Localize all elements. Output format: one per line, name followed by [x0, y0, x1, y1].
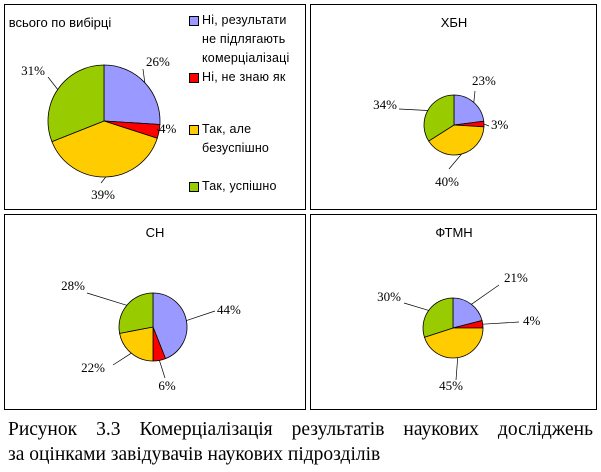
leader-line [398, 108, 428, 111]
pie-slice [423, 327, 484, 359]
pie-slice [103, 64, 161, 125]
data-label: 39% [91, 187, 115, 202]
figure-caption: Рисунок 3.3 Комерціалізація результатів … [8, 419, 593, 440]
legend-swatch [189, 16, 199, 26]
leader-line [473, 90, 476, 103]
data-label: 22% [81, 360, 105, 375]
chart-panel-hbn: ХБН 23% 3% 40% 34% [310, 4, 597, 210]
leader-line [142, 68, 146, 83]
chart-panel-overall: всього по вибірці 26% 4% 39% 31% Ні, результ… [4, 4, 306, 210]
pie-chart-sn: СН 44% 6% 22% 28% [61, 225, 241, 393]
data-label: 4% [523, 313, 541, 328]
data-label: 45% [439, 378, 463, 393]
pie-slice [423, 94, 455, 142]
leader-line [159, 360, 166, 379]
leader-line [471, 284, 500, 305]
leader-line [47, 76, 58, 90]
pie-slice [152, 292, 188, 360]
chart-panel-sn: СН 44% 6% 22% 28% [4, 214, 306, 410]
chart-title: ХБН [441, 15, 468, 30]
legend-label: Так, але безуспішно [202, 122, 270, 155]
pie-slice [47, 64, 105, 143]
pie-slice [453, 94, 485, 126]
data-label: 26% [146, 54, 170, 69]
leader-line [403, 302, 429, 311]
data-label: 40% [435, 174, 459, 189]
chart-title: СН [146, 225, 165, 240]
data-label: 44% [217, 302, 241, 317]
data-label: 4% [159, 121, 177, 136]
data-label: 30% [377, 289, 401, 304]
data-label: 28% [61, 278, 85, 293]
chart-panel-ftmn: ФТМН 21% 4% 45% 30% [310, 214, 597, 410]
legend-swatch [189, 73, 199, 83]
data-label: 21% [504, 270, 528, 285]
data-label: 6% [158, 378, 176, 393]
legend: Ні, результати не підлягають комерціаліз… [185, 5, 311, 215]
pie-slice [422, 297, 454, 338]
leader-line [483, 123, 490, 127]
leader-line [186, 310, 216, 321]
pie-chart-overall: всього по вибірці 26% 4% 39% 31% [9, 15, 177, 202]
chart-title: ФТМН [435, 225, 472, 240]
legend-swatch [189, 182, 199, 192]
leader-line [100, 176, 107, 184]
pie-chart-hbn: ХБН 23% 3% 40% 34% [373, 15, 509, 189]
pie-slice [119, 326, 154, 362]
chart-title: всього по вибірці [9, 15, 112, 30]
leader-line [482, 321, 520, 325]
legend-label: Ні, не знаю як [202, 70, 286, 84]
leader-line [112, 352, 132, 366]
pie-slice [118, 292, 154, 334]
leader-line [86, 292, 127, 306]
leader-line [455, 357, 459, 381]
leader-line [448, 153, 462, 170]
legend-label: Ні, результати не підлягають комерціаліз… [202, 13, 290, 65]
pie-slice [51, 120, 158, 178]
pie-chart-ftmn: ФТМН 21% 4% 45% 30% [377, 225, 541, 393]
figure-caption-line-2: за оцінками завідувачів наукових підрозд… [8, 444, 381, 465]
data-label: 3% [491, 117, 509, 132]
pie-slice [452, 297, 483, 329]
legend-swatch [189, 125, 199, 135]
data-label: 31% [21, 63, 45, 78]
legend-label: Так, успішно [202, 179, 277, 193]
leader-line [156, 128, 160, 132]
data-label: 34% [373, 97, 397, 112]
data-label: 23% [472, 73, 496, 88]
